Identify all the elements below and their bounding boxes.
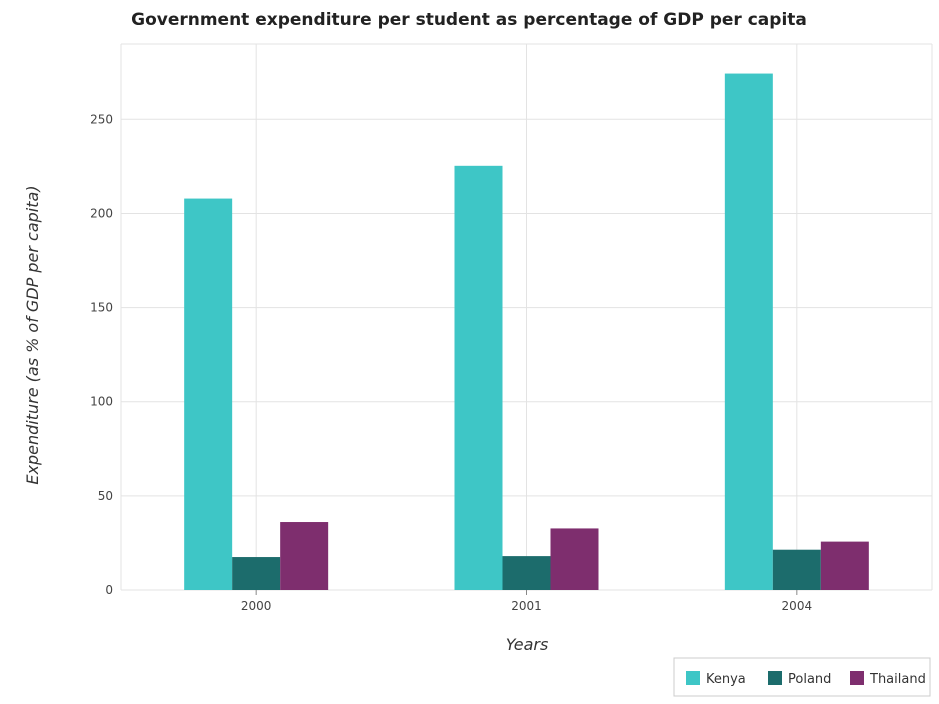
bars (184, 73, 869, 591)
y-tick-label: 150 (90, 301, 113, 315)
bar-kenya-2000 (184, 198, 233, 591)
y-tick-label: 50 (98, 489, 113, 503)
bar-poland-2001 (502, 556, 551, 590)
grid-lines (120, 43, 933, 591)
legend-label-kenya: Kenya (706, 672, 746, 687)
bar-poland-2004 (772, 549, 821, 590)
x-axis-label: Years (506, 635, 549, 654)
x-tick-label: 2001 (511, 599, 542, 613)
bar-thailand-2001 (550, 528, 599, 590)
legend-swatch-poland (768, 671, 782, 685)
legend-label-thailand: Thailand (869, 672, 926, 687)
y-axis-label: Expenditure (as % of GDP per capita) (23, 185, 42, 484)
bar-poland-2000 (232, 557, 281, 590)
bar-kenya-2001 (454, 165, 503, 590)
bar-thailand-2000 (280, 522, 329, 590)
legend-swatch-kenya (686, 671, 700, 685)
legend-label-poland: Poland (788, 672, 831, 687)
bar-kenya-2004 (724, 73, 773, 590)
axes: 0 50 100 150 200 250 2000 2001 2004 (90, 112, 812, 613)
x-tick-label: 2004 (782, 599, 813, 613)
x-tick-label: 2000 (241, 599, 272, 613)
y-tick-label: 100 (90, 395, 113, 409)
legend: Kenya Poland Thailand (673, 657, 931, 697)
y-tick-label: 250 (90, 112, 113, 126)
y-tick-label: 0 (105, 583, 113, 597)
legend-swatch-thailand (850, 671, 864, 685)
legend-box (673, 657, 931, 697)
chart-title: Government expenditure per student as pe… (131, 10, 807, 30)
y-tick-label: 200 (90, 206, 113, 220)
bar-thailand-2004 (820, 541, 869, 590)
